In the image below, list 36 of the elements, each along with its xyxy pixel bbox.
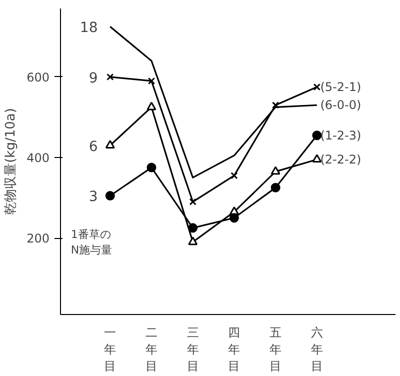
y-axis-title: 乾物収量(kg/10a) — [4, 108, 19, 215]
series-label: 3 — [88, 189, 98, 206]
x-tick-label: 三年目 — [186, 326, 199, 374]
series-label: 9 — [88, 70, 98, 86]
annotation: (1-2-3) — [320, 128, 362, 142]
x-tick-label: 二年目 — [145, 326, 158, 374]
point — [106, 73, 114, 81]
point — [105, 190, 115, 200]
x-tick-label: 一年目 — [104, 326, 116, 374]
point — [105, 140, 115, 148]
point — [313, 83, 320, 91]
point — [312, 154, 322, 163]
x-tick-label: 五年目 — [270, 326, 282, 374]
series-label: 6 — [88, 138, 98, 155]
x-tick-label: 四年目 — [228, 326, 240, 374]
point — [272, 102, 280, 109]
y-tick-label: 400 — [26, 150, 50, 165]
y-tick-label: 200 — [26, 232, 50, 246]
x-tick-label: 六年目 — [310, 326, 323, 374]
point — [230, 172, 238, 180]
point — [270, 166, 280, 175]
point — [148, 77, 156, 85]
point — [188, 236, 198, 246]
point — [189, 198, 196, 206]
annotation: 1番草の N施与量 — [70, 228, 112, 257]
point — [312, 130, 322, 140]
point — [229, 213, 239, 223]
point — [146, 162, 156, 172]
y-tick-label: 600 — [26, 70, 50, 84]
annotation: (6-0-0) — [320, 98, 362, 112]
annotation: (2-2-2) — [320, 152, 362, 166]
point — [146, 102, 156, 110]
point — [270, 182, 280, 192]
point — [188, 223, 198, 233]
annotation: (5-2-1) — [320, 80, 362, 94]
series-label: 18 — [80, 20, 98, 36]
